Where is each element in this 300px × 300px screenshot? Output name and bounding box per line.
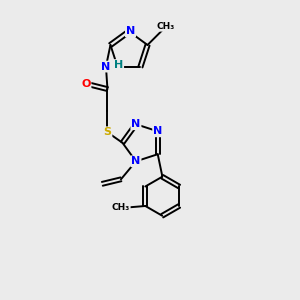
Text: N: N [101, 61, 111, 72]
Text: N: N [153, 126, 162, 136]
Text: S: S [103, 127, 112, 137]
Text: S: S [113, 62, 121, 72]
Text: O: O [81, 79, 91, 89]
Text: H: H [114, 60, 123, 70]
Text: N: N [126, 26, 135, 37]
Text: N: N [131, 156, 141, 166]
Text: CH₃: CH₃ [112, 203, 130, 212]
Text: N: N [131, 119, 141, 129]
Text: CH₃: CH₃ [156, 22, 175, 31]
